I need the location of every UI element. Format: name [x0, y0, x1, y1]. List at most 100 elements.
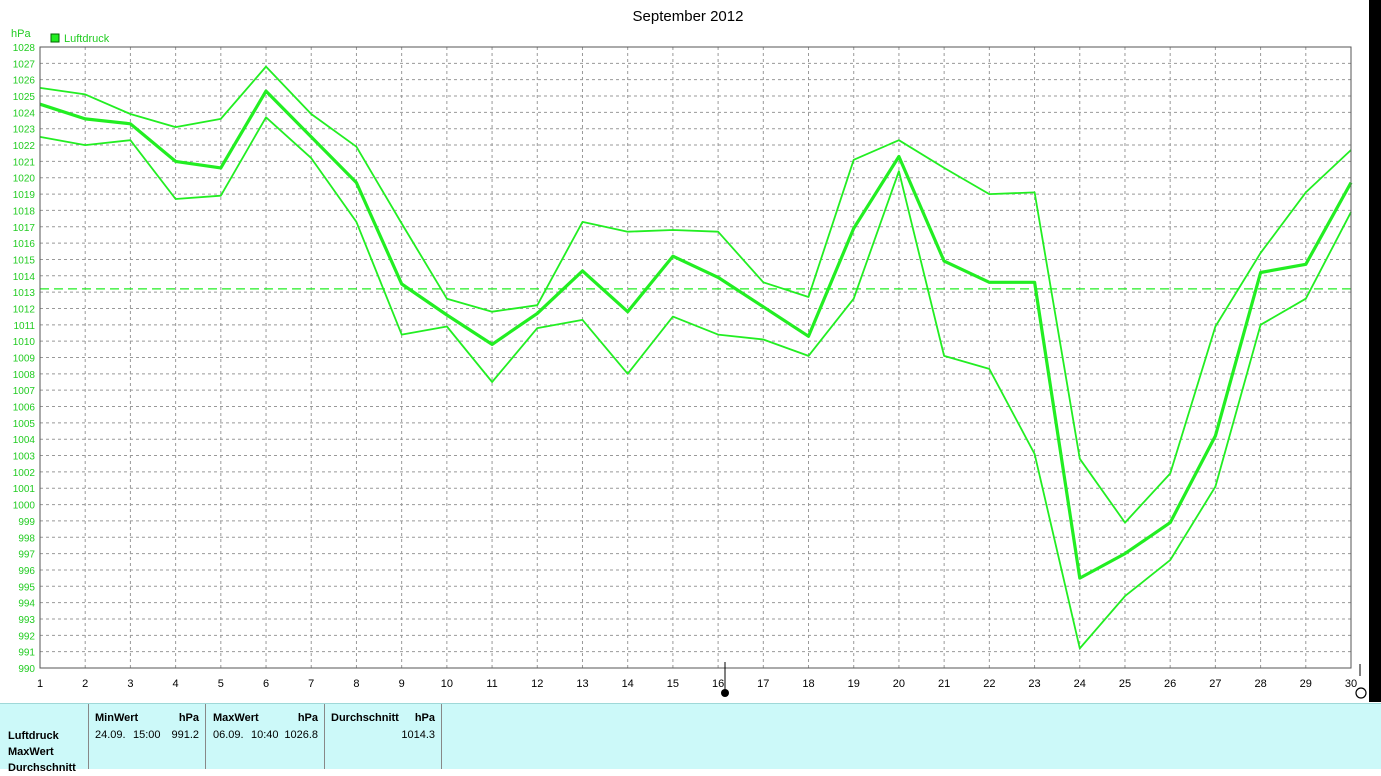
y-tick-label: 1000	[13, 501, 36, 512]
y-tick-label: 997	[18, 550, 35, 561]
x-tick-label: 22	[983, 678, 995, 690]
row-labels: Luftdruck MaxWert Durchschnitt	[8, 728, 76, 776]
y-tick-label: 1018	[13, 206, 36, 217]
y-tick-label: 998	[18, 533, 35, 544]
y-tick-label: 1007	[13, 386, 36, 397]
x-tick-label: 21	[938, 678, 950, 690]
legend-swatch	[50, 33, 60, 43]
y-tick-label: 1011	[13, 321, 35, 332]
row-label-durchschnitt: Durchschnitt	[8, 762, 76, 774]
y-tick-label: 1004	[13, 435, 36, 446]
y-tick-label: 993	[18, 615, 35, 626]
x-tick-label: 9	[399, 678, 405, 690]
x-tick-label: 26	[1164, 678, 1176, 690]
x-tick-label: 25	[1119, 678, 1131, 690]
y-tick-label: 1010	[13, 337, 36, 348]
avg-value: 1014.3	[401, 729, 435, 741]
series-line-min	[39, 116, 1352, 650]
max-value-box: MaxWert hPa 06.09. 10:40 1026.8	[205, 704, 324, 769]
x-tick-label: 7	[308, 678, 314, 690]
max-header: MaxWert	[213, 712, 259, 724]
y-tick-label: 1020	[13, 174, 36, 185]
x-tick-label: 27	[1209, 678, 1221, 690]
y-tick-label: 1009	[13, 354, 36, 365]
y-tick-label: 1013	[13, 288, 36, 299]
x-tick-label: 19	[848, 678, 860, 690]
series-line-max	[39, 65, 1352, 524]
y-axis-ticks: 990 991 992 993 994 995 996 997 998 999 1000 1001 10…	[13, 43, 36, 675]
y-tick-label: 994	[18, 599, 35, 610]
avg-value-box: Durchschnitt hPa 1014.3	[324, 704, 442, 769]
y-tick-label: 992	[18, 631, 35, 642]
min-header: MinWert	[95, 712, 139, 724]
y-tick-label: 1026	[13, 76, 36, 87]
x-tick-label: 1	[37, 678, 43, 690]
x-tick-label: 3	[127, 678, 133, 690]
y-tick-label: 1014	[13, 272, 36, 283]
y-tick-label: 1001	[13, 484, 36, 495]
x-tick-label: 11	[486, 678, 497, 690]
y-tick-label: 1021	[13, 157, 36, 168]
x-tick-label: 17	[757, 678, 769, 690]
right-border	[1369, 0, 1381, 702]
y-tick-label: 1027	[13, 59, 36, 70]
y-tick-label: 1015	[13, 255, 36, 266]
y-tick-label: 990	[18, 664, 35, 675]
legend-label: Luftdruck	[64, 33, 110, 45]
y-tick-label: 1017	[13, 223, 36, 234]
max-unit: hPa	[297, 712, 318, 724]
max-value: 1026.8	[284, 729, 318, 741]
x-tick-label: 12	[531, 678, 543, 690]
min-value: 991.2	[171, 729, 199, 741]
x-axis-ticks: 1 2 3 4 5 6 7 8 9 10 11 12 13 14 15 16 17 18 19 20 21 22 23 24 2…	[37, 678, 1357, 690]
x-tick-label: 10	[441, 678, 453, 690]
max-date: 06.09.	[213, 729, 244, 741]
y-tick-label: 995	[18, 582, 35, 593]
row-label-luftdruck: Luftdruck	[8, 730, 59, 742]
end-marker-circle	[1355, 687, 1367, 699]
x-tick-label: 23	[1028, 678, 1040, 690]
x-tick-label: 4	[173, 678, 179, 690]
series-lines	[39, 65, 1353, 650]
x-tick-label: 8	[353, 678, 359, 690]
x-tick-label: 30	[1345, 678, 1357, 690]
y-tick-label: 1028	[13, 43, 36, 54]
y-tick-label: 1024	[13, 108, 36, 119]
y-tick-label: 1005	[13, 419, 36, 430]
x-tick-label: 13	[576, 678, 588, 690]
y-tick-label: 991	[18, 648, 35, 659]
x-tick-label: 5	[218, 678, 224, 690]
x-tick-label: 18	[802, 678, 814, 690]
y-unit-label: hPa	[11, 28, 31, 40]
y-tick-label: 1008	[13, 370, 36, 381]
statistics-panel: Luftdruck MaxWert Durchschnitt MinWert h…	[0, 703, 1381, 774]
y-tick-label: 996	[18, 566, 35, 577]
y-tick-label: 999	[18, 517, 35, 528]
y-tick-label: 1022	[13, 141, 36, 152]
y-tick-label: 1016	[13, 239, 36, 250]
y-tick-label: 1003	[13, 452, 36, 463]
x-tick-label: 2	[82, 678, 88, 690]
max-time: 10:40	[251, 729, 279, 741]
x-tick-label: 16	[712, 678, 724, 690]
x-tick-label: 14	[622, 678, 634, 690]
y-tick-label: 1025	[13, 92, 36, 103]
x-tick-label: 15	[667, 678, 679, 690]
y-tick-label: 1012	[13, 304, 36, 315]
y-tick-label: 1006	[13, 403, 36, 414]
x-tick-label: 6	[263, 678, 269, 690]
pressure-chart: September 2012 hPa Luftdruck 99099199299…	[11, 8, 1367, 699]
min-unit: hPa	[178, 712, 199, 724]
y-tick-label: 1023	[13, 125, 36, 136]
cursor-marker-dot	[721, 689, 729, 697]
y-tick-label: 1002	[13, 468, 36, 479]
plot-frame	[39, 46, 1352, 669]
avg-header: Durchschnitt	[331, 712, 399, 724]
x-tick-label: 28	[1254, 678, 1266, 690]
avg-unit: hPa	[414, 712, 435, 724]
chart-title: September 2012	[633, 8, 744, 25]
min-date: 24.09.	[95, 729, 126, 741]
x-tick-label: 29	[1300, 678, 1312, 690]
y-tick-label: 1019	[13, 190, 36, 201]
min-value-box: MinWert hPa 24.09. 15:00 991.2	[88, 704, 205, 769]
